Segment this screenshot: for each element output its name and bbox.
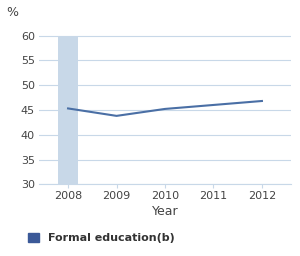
Text: %: % xyxy=(6,6,18,19)
X-axis label: Year: Year xyxy=(152,205,178,218)
Legend: Formal education(b): Formal education(b) xyxy=(24,229,179,248)
